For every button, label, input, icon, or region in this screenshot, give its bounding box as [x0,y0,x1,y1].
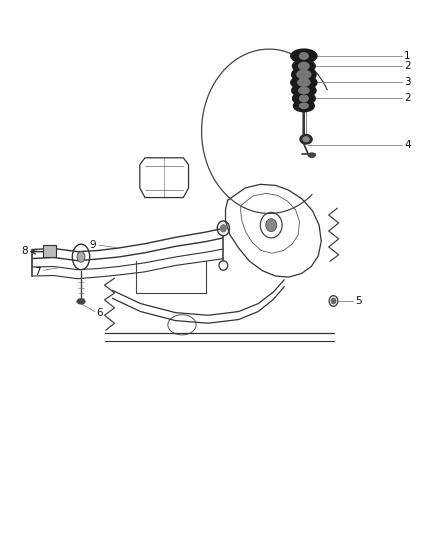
Ellipse shape [297,70,311,79]
Text: 5: 5 [355,296,361,306]
Ellipse shape [266,219,277,231]
Ellipse shape [77,252,85,262]
Text: 2: 2 [404,61,410,71]
Ellipse shape [292,67,316,82]
Text: 6: 6 [96,308,103,318]
Text: 2: 2 [404,93,410,103]
Ellipse shape [300,95,308,102]
Ellipse shape [291,49,317,63]
Ellipse shape [292,84,316,97]
Text: 7: 7 [34,267,41,277]
Ellipse shape [293,92,315,105]
Ellipse shape [298,79,310,86]
Ellipse shape [299,62,309,70]
Ellipse shape [220,225,226,232]
Text: 3: 3 [404,77,410,87]
Ellipse shape [331,298,336,304]
Ellipse shape [300,134,312,144]
Ellipse shape [300,103,308,109]
Ellipse shape [300,53,308,59]
Polygon shape [43,245,56,257]
Text: 1: 1 [404,51,410,61]
Ellipse shape [293,100,314,112]
Ellipse shape [303,137,309,142]
Ellipse shape [308,153,315,157]
Text: 9: 9 [90,240,96,251]
Text: 4: 4 [404,140,410,150]
Ellipse shape [299,87,309,94]
Ellipse shape [293,60,315,72]
Text: 8: 8 [22,246,28,256]
Ellipse shape [77,299,85,304]
Ellipse shape [291,76,317,90]
